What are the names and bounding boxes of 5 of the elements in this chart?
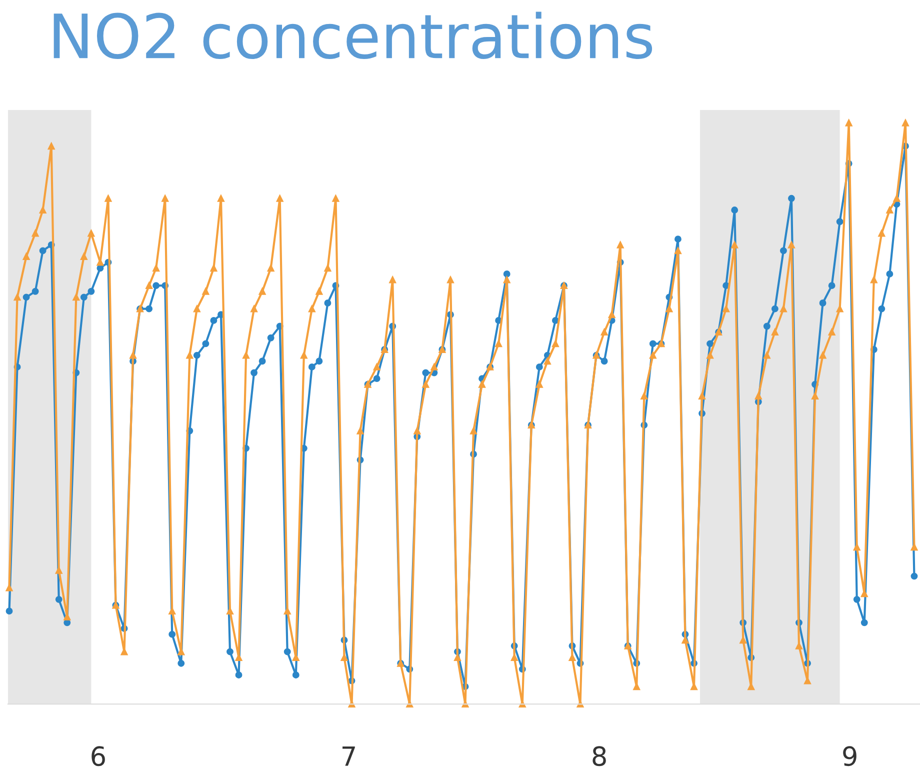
x-tick-label: 8 xyxy=(592,746,606,766)
x-tick-label: 9 xyxy=(843,746,856,766)
x-tick-label: 7 xyxy=(342,746,355,766)
x-tick-label: 6 xyxy=(92,746,105,766)
chart-title: NO2 concentrations xyxy=(54,12,652,60)
